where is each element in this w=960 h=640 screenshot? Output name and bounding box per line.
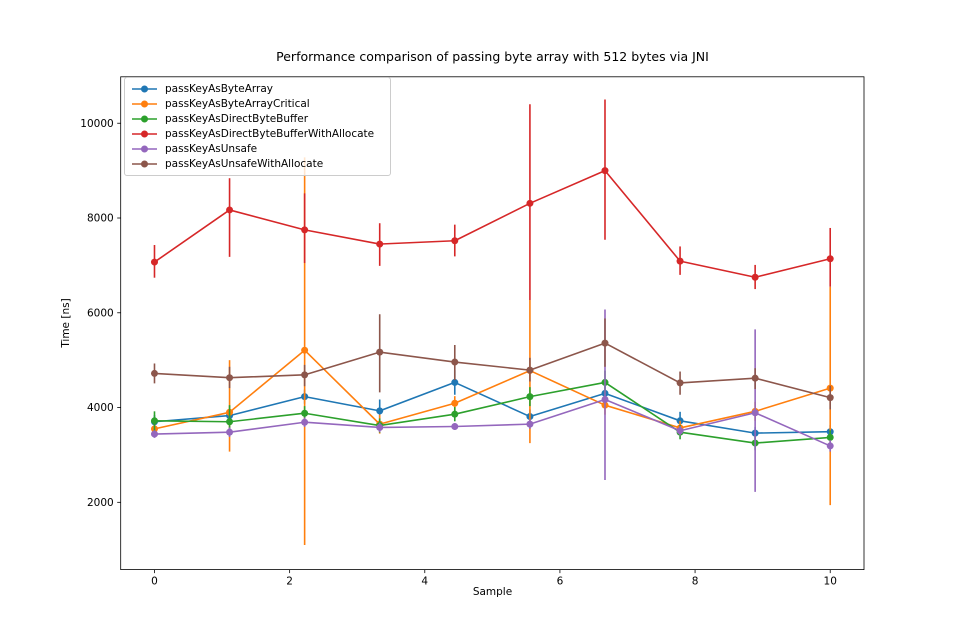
marker-passKeyAsUnsafe [150, 430, 158, 438]
x-tick-label: 2 [286, 576, 293, 588]
marker-passKeyAsDirectByteBuffer [150, 417, 158, 425]
marker-passKeyAsUnsafeWithAllocate [301, 371, 309, 379]
legend-entry-passKeyAsDirectByteBufferWithAllocate: passKeyAsDirectByteBufferWithAllocate [131, 126, 384, 141]
legend-label: passKeyAsDirectByteBufferWithAllocate [165, 127, 375, 140]
marker-passKeyAsDirectByteBufferWithAllocate [751, 273, 759, 281]
legend-line-marker-icon [132, 85, 157, 93]
legend-label: passKeyAsDirectByteBuffer [165, 113, 309, 126]
marker-passKeyAsUnsafe [601, 395, 609, 403]
marker-passKeyAsUnsafe [826, 442, 834, 450]
legend-entry-passKeyAsUnsafeWithAllocate: passKeyAsUnsafeWithAllocate [131, 156, 384, 171]
marker-passKeyAsByteArrayCritical [451, 399, 459, 407]
line-passKeyAsByteArray [154, 381, 831, 434]
legend-entry-passKeyAsUnsafe: passKeyAsUnsafe [131, 141, 384, 156]
legend-entry-passKeyAsByteArray: passKeyAsByteArray [131, 82, 384, 97]
marker-passKeyAsByteArray [376, 407, 384, 415]
marker-passKeyAsDirectByteBufferWithAllocate [451, 237, 459, 245]
y-tick-label: 8000 [87, 213, 114, 225]
marker-passKeyAsUnsafeWithAllocate [150, 369, 158, 377]
marker-passKeyAsDirectByteBufferWithAllocate [301, 226, 309, 234]
x-axis-label: Sample [472, 586, 513, 598]
y-tick-label: 6000 [87, 307, 114, 319]
marker-passKeyAsDirectByteBuffer [451, 410, 459, 418]
marker-passKeyAsUnsafe [676, 427, 684, 435]
legend-label: passKeyAsByteArray [165, 83, 274, 96]
marker-passKeyAsDirectByteBufferWithAllocate [226, 206, 234, 214]
marker-passKeyAsDirectByteBuffer [826, 433, 834, 441]
marker-passKeyAsDirectByteBufferWithAllocate [601, 167, 609, 175]
marker-passKeyAsDirectByteBufferWithAllocate [150, 258, 158, 266]
legend-line-marker-icon [132, 100, 157, 108]
series-passKeyAsUnsafeWithAllocate [150, 314, 834, 410]
legend-line-marker-icon [132, 145, 157, 153]
marker-passKeyAsDirectByteBufferWithAllocate [526, 199, 534, 207]
chart-title: Performance comparison of passing byte a… [276, 49, 709, 64]
legend-entry-passKeyAsByteArrayCritical: passKeyAsByteArrayCritical [131, 97, 384, 112]
marker-passKeyAsUnsafeWithAllocate [451, 358, 459, 366]
marker-passKeyAsUnsafeWithAllocate [526, 366, 534, 374]
line-passKeyAsUnsafeWithAllocate [154, 342, 831, 399]
x-tick-label: 0 [151, 576, 158, 588]
line-passKeyAsDirectByteBufferWithAllocate [154, 169, 831, 279]
series-passKeyAsUnsafe [150, 309, 834, 492]
legend-line-marker-icon [132, 160, 157, 168]
marker-passKeyAsDirectByteBuffer [526, 393, 534, 401]
y-tick-label: 2000 [87, 497, 114, 509]
y-tick-label: 10000 [80, 118, 113, 130]
marker-passKeyAsDirectByteBuffer [226, 418, 234, 426]
series-passKeyAsDirectByteBufferWithAllocate [150, 99, 834, 300]
legend-label: passKeyAsUnsafeWithAllocate [165, 157, 324, 170]
marker-passKeyAsUnsafeWithAllocate [826, 394, 834, 402]
y-tick-label: 4000 [87, 402, 114, 414]
marker-passKeyAsUnsafeWithAllocate [676, 379, 684, 387]
line-passKeyAsDirectByteBuffer [154, 381, 831, 444]
x-tick-label: 10 [824, 576, 837, 588]
legend-line-marker-icon [132, 130, 157, 138]
marker-passKeyAsDirectByteBufferWithAllocate [826, 255, 834, 263]
line-passKeyAsByteArrayCritical [154, 349, 831, 430]
marker-passKeyAsUnsafeWithAllocate [601, 339, 609, 347]
marker-passKeyAsUnsafeWithAllocate [751, 374, 759, 382]
line-passKeyAsUnsafe [154, 398, 831, 447]
legend: passKeyAsByteArray passKeyAsByteArrayCrit… [124, 77, 391, 176]
plot-border [120, 76, 865, 570]
marker-passKeyAsUnsafeWithAllocate [226, 374, 234, 382]
x-tick-label: 6 [557, 576, 564, 588]
legend-label: passKeyAsUnsafe [165, 142, 258, 155]
marker-passKeyAsDirectByteBufferWithAllocate [376, 240, 384, 248]
y-axis-label: Time [ns] [60, 298, 72, 348]
marker-passKeyAsDirectByteBufferWithAllocate [676, 257, 684, 265]
legend-entry-passKeyAsDirectByteBuffer: passKeyAsDirectByteBuffer [131, 112, 384, 127]
x-tick-label: 8 [692, 576, 699, 588]
marker-passKeyAsUnsafe [226, 428, 234, 436]
marker-passKeyAsUnsafe [751, 409, 759, 417]
legend-line-marker-icon [132, 115, 157, 123]
marker-passKeyAsDirectByteBuffer [301, 409, 309, 417]
marker-passKeyAsUnsafe [451, 422, 459, 430]
marker-passKeyAsByteArray [451, 378, 459, 386]
legend-label: passKeyAsByteArrayCritical [165, 98, 310, 111]
marker-passKeyAsUnsafe [301, 418, 309, 426]
marker-passKeyAsUnsafeWithAllocate [376, 348, 384, 356]
x-tick-label: 4 [421, 576, 428, 588]
marker-passKeyAsUnsafe [526, 420, 534, 428]
marker-passKeyAsUnsafe [376, 423, 384, 431]
marker-passKeyAsByteArrayCritical [301, 346, 309, 354]
